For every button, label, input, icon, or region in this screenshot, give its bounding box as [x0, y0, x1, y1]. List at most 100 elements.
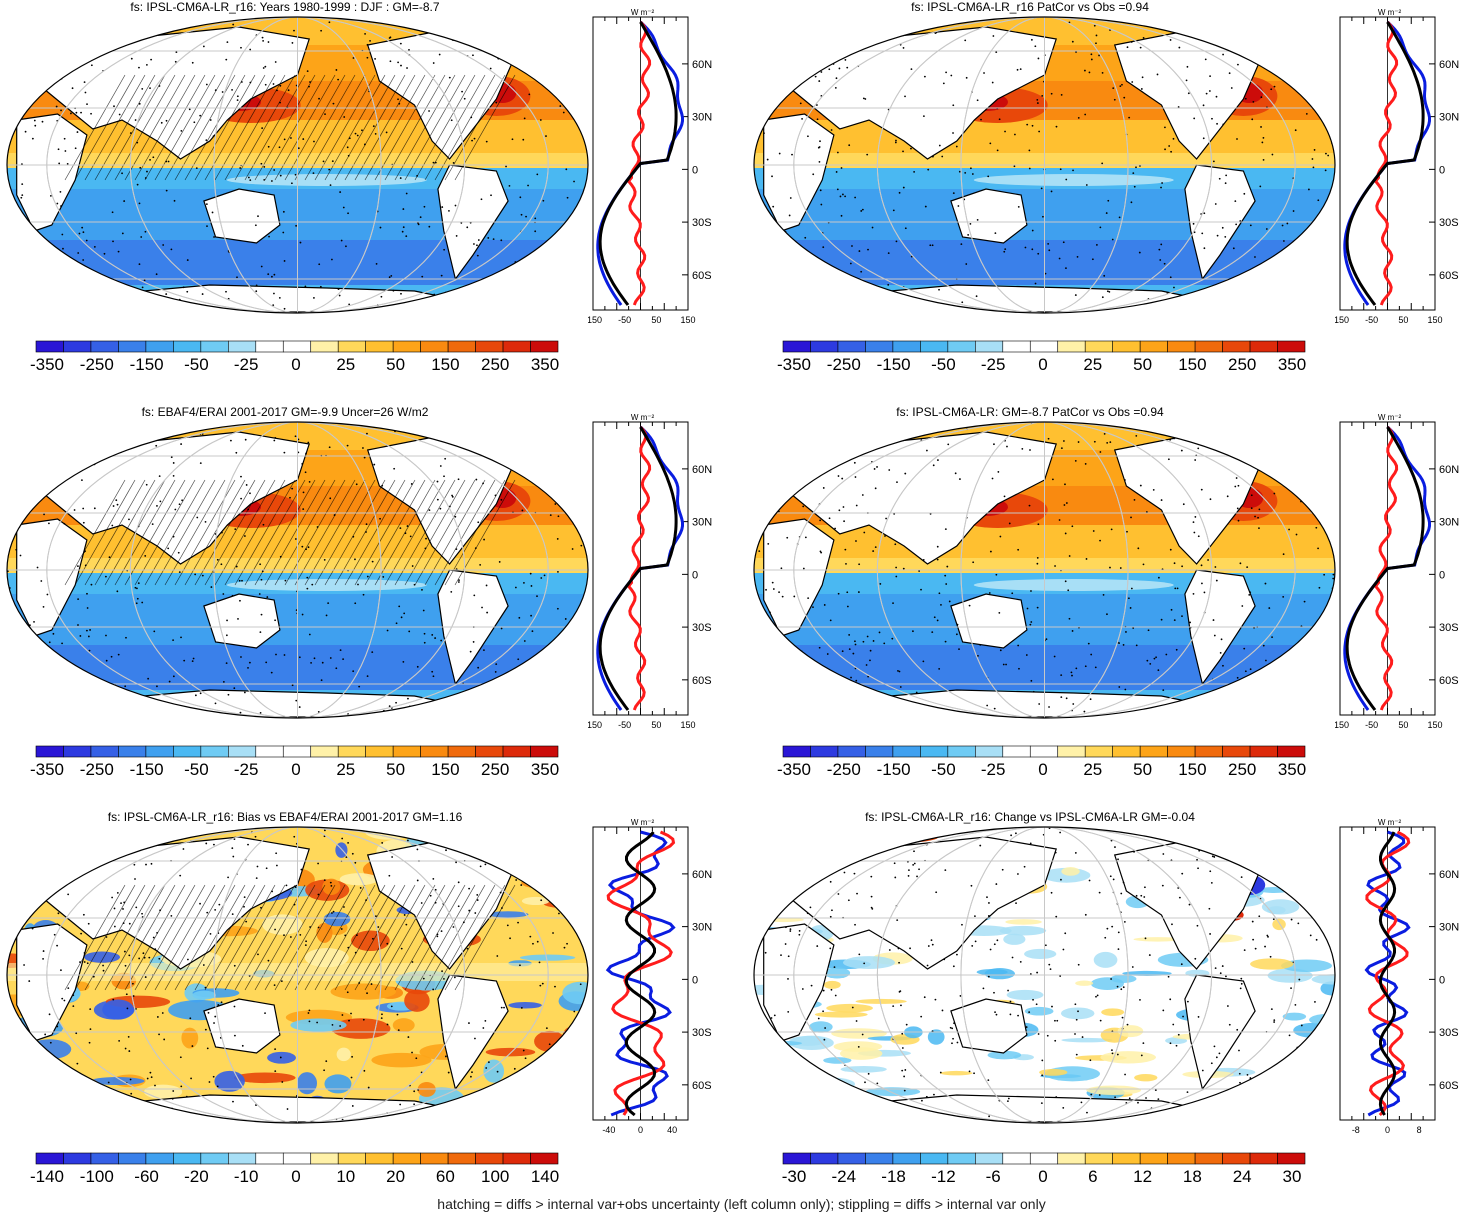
zonal-tick-label: 0: [638, 1125, 643, 1135]
colorbar-tick-label: 25: [1083, 760, 1103, 779]
colorbar-tick-label: 0: [291, 355, 301, 374]
colorbar-tick-label: -150: [876, 355, 911, 374]
colorbar-tick-label: 0: [1038, 1167, 1048, 1186]
colorbar-tick-label: -24: [831, 1167, 857, 1186]
zonal-unit-label: W m⁻²: [1378, 413, 1402, 422]
colorbar-tick-label: 60: [435, 1167, 455, 1186]
colorbar-tick-label: -50: [184, 760, 209, 779]
zonal-mean-plot-6: W m⁻² 60N 30N 0 30S 60S -8 0 8: [1339, 818, 1459, 1135]
lat-label: 30N: [692, 517, 712, 529]
lat-label: 60N: [692, 59, 712, 71]
colorbar-tick-label: -18: [881, 1167, 906, 1186]
lat-label: 30S: [1439, 217, 1459, 229]
colorbar-tick-label: 150: [431, 355, 460, 374]
colorbar-tick-label: 25: [336, 355, 356, 374]
lat-label: 60N: [692, 869, 712, 881]
zonal-tick-label: 0: [1385, 1125, 1390, 1135]
panel-title-1: fs: IPSL-CM6A-LR_r16: Years 1980-1999 : …: [130, 0, 440, 14]
colorbar-tick-label: 0: [1038, 760, 1048, 779]
zonal-unit-label: W m⁻²: [1378, 8, 1402, 17]
total-line: [598, 21, 678, 306]
colorbar-tick-label: 150: [431, 760, 460, 779]
colorbar-tick-label: 0: [1038, 355, 1048, 374]
zonal-mean-plot-1: W m⁻² 60N 30N 0 30S 60S -150 -50 50 150: [588, 8, 712, 325]
zonal-tick-label: 150: [1427, 720, 1442, 730]
model-line: [1365, 830, 1411, 1117]
colorbar-tick-label: -60: [134, 1167, 159, 1186]
colorbar-tick-label: -25: [980, 760, 1006, 779]
total-line: [598, 426, 678, 711]
lat-label: 60S: [692, 270, 712, 282]
colorbar-tick-label: 0: [291, 760, 301, 779]
total-line: [1378, 831, 1397, 1116]
colorbar-tick-label: -50: [931, 355, 956, 374]
zonal-unit-label: W m⁻²: [631, 8, 655, 17]
colorbar-tick-label: 10: [336, 1167, 356, 1186]
total-line: [624, 831, 657, 1117]
zonal-tick-label: 50: [1398, 720, 1408, 730]
model-line: [1373, 426, 1399, 711]
total-line: [1345, 21, 1425, 306]
lat-label: 60N: [1439, 464, 1459, 476]
panel-title-6: fs: IPSL-CM6A-LR_r16: Change vs IPSL-CM6…: [865, 810, 1195, 824]
zonal-unit-label: W m⁻²: [631, 413, 655, 422]
lat-label: 30N: [692, 112, 712, 124]
panel-title-2: fs: IPSL-CM6A-LR_r16 PatCor vs Obs =0.94: [911, 0, 1149, 14]
colorbar-tick-label: -350: [29, 355, 65, 374]
zonal-tick-label: -50: [618, 720, 631, 730]
zonal-tick-label: 150: [680, 315, 695, 325]
panel-title-4: fs: IPSL-CM6A-LR: GM=-8.7 PatCor vs Obs …: [896, 405, 1164, 419]
zonal-unit-label: W m⁻²: [1378, 818, 1402, 827]
colorbar-tick-label: -350: [776, 760, 812, 779]
zonal-tick-label: -150: [588, 315, 602, 325]
lat-label: 30S: [1439, 622, 1459, 634]
colorbar-tick-label: 250: [481, 355, 510, 374]
zonal-tick-label: 50: [651, 720, 661, 730]
colorbar-tick-label: -25: [980, 355, 1006, 374]
colorbar-tick-label: 140: [530, 1167, 560, 1186]
lat-label: 60S: [1439, 270, 1459, 282]
colorbar-5: [35, 1152, 559, 1165]
colorbar-tick-label: 150: [1178, 355, 1207, 374]
colorbar-tick-label: 6: [1088, 1167, 1098, 1186]
colorbar-tick-label: 25: [336, 760, 356, 779]
lat-label: 30S: [1439, 1027, 1459, 1039]
colorbar-tick-label: 25: [1083, 355, 1103, 374]
colorbar-tick-label: 250: [1228, 355, 1257, 374]
colorbar-6: [782, 1152, 1306, 1165]
zonal-tick-label: 150: [1427, 315, 1442, 325]
colorbar-tick-label: -6: [985, 1167, 1001, 1186]
colorbar-tick-label: -100: [79, 1167, 114, 1186]
zonal-tick-label: 50: [1398, 315, 1408, 325]
lat-label: 30S: [692, 622, 712, 634]
lat-label: 60S: [1439, 675, 1459, 687]
map-3: [6, 421, 589, 719]
zonal-tick-label: 150: [680, 720, 695, 730]
lat-label: 0: [1439, 974, 1445, 986]
lat-label: 0: [1439, 569, 1445, 581]
map-4: [753, 421, 1336, 719]
lat-label: 0: [692, 974, 698, 986]
zonal-mean-plot-2: W m⁻² 60N 30N 0 30S 60S -150 -50 50 150: [1335, 8, 1459, 325]
lat-label: 0: [692, 569, 698, 581]
map-6: [753, 826, 1336, 1124]
colorbar-2: [782, 340, 1306, 353]
colorbar-tick-label: -50: [931, 760, 956, 779]
lat-label: 60N: [1439, 59, 1459, 71]
zonal-mean-plot-5: W m⁻² 60N 30N 0 30S 60S -40 0 40: [592, 818, 712, 1135]
lat-label: 0: [1439, 164, 1445, 176]
colorbar-tick-label: 50: [386, 760, 406, 779]
colorbar-tick-label: 350: [1277, 760, 1307, 779]
colorbar-tick-label: -25: [233, 760, 259, 779]
colorbar-tick-label: -140: [29, 1167, 65, 1186]
map-2: [753, 16, 1336, 314]
colorbar-tick-label: 150: [1178, 760, 1207, 779]
colorbar-4: [782, 745, 1306, 758]
colorbar-tick-label: 24: [1232, 1167, 1252, 1186]
colorbar-tick-label: -250: [79, 760, 114, 779]
colorbar-tick-label: 12: [1133, 1167, 1153, 1186]
colorbar-tick-label: 250: [1228, 760, 1257, 779]
colorbar-tick-label: -350: [29, 760, 65, 779]
colorbar-tick-label: 50: [1133, 355, 1153, 374]
colorbar-tick-label: 18: [1182, 1167, 1202, 1186]
